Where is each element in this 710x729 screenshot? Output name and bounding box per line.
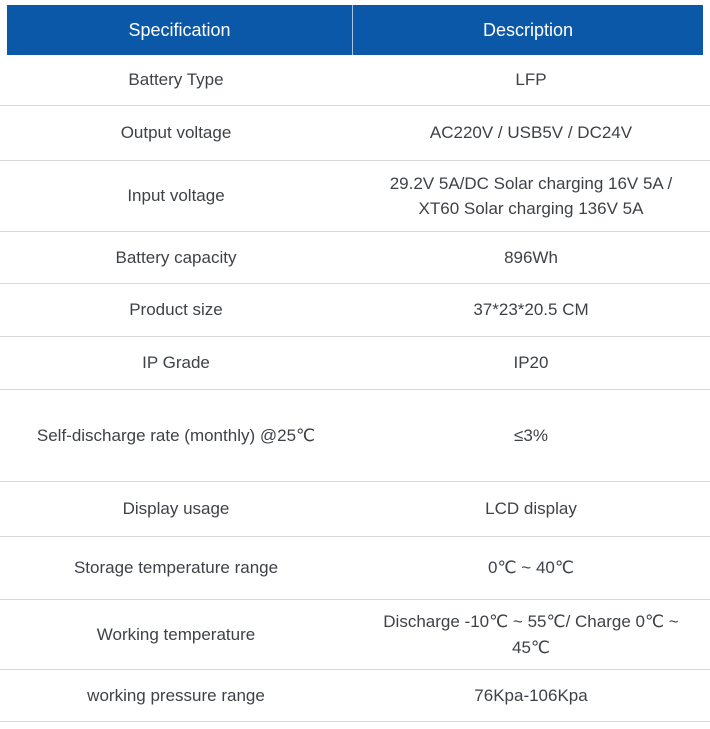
header-specification: Specification [128,19,231,40]
desc-text: Discharge -10℃ ~ 55℃/ Charge 0℃ ~ 45℃ [383,612,679,657]
desc-text: AC220V / USB5V / DC24V [429,123,633,143]
desc-cell: 0℃ ~ 40℃ [352,537,710,599]
desc-cell: 37*23*20.5 CM [352,284,710,336]
desc-text: ≤3% [514,425,548,445]
table-row-display-usage: Display usage LCD display [0,482,710,537]
spec-cell: Battery Type [128,70,224,90]
table-row-product-size: Product size 37*23*20.5 CM [0,284,710,337]
spec-cell: Product size [129,300,223,320]
spec-cell: Working temperature [96,624,256,644]
desc-cell: ≤3% [352,390,710,481]
table-row-storage-temperature: Storage temperature range 0℃ ~ 40℃ [0,537,710,600]
spec-cell: Output voltage [120,123,232,143]
desc-text: LFP [515,70,547,90]
desc-text: 37*23*20.5 CM [473,300,589,320]
table-row-battery-capacity: Battery capacity 896Wh [0,232,710,284]
desc-cell: 76Kpa-106Kpa [352,670,710,721]
desc-cell: 29.2V 5A/DC Solar charging 16V 5A / XT60… [352,161,710,231]
spec-cell: Self-discharge rate (monthly) @25℃ [36,425,316,445]
desc-text: 29.2V 5A/DC Solar charging 16V 5A / XT60… [389,173,673,219]
spec-cell: Display usage [122,499,230,519]
desc-cell: 896Wh [352,232,710,283]
header-description: Description [352,5,703,55]
spec-cell: Storage temperature range [73,558,279,578]
desc-cell: IP20 [352,337,710,389]
table-row-working-pressure: working pressure range 76Kpa-106Kpa [0,670,710,722]
table-row-battery-type: Battery Type LFP [0,55,710,106]
desc-text: 76Kpa-106Kpa [474,685,588,705]
desc-cell: Discharge -10℃ ~ 55℃/ Charge 0℃ ~ 45℃ [352,600,710,669]
table-row-input-voltage: Input voltage 29.2V 5A/DC Solar charging… [0,161,710,232]
table-header-row: Specification Description [7,5,703,55]
spec-cell: Battery capacity [115,247,237,267]
table-row-output-voltage: Output voltage AC220V / USB5V / DC24V [0,106,710,161]
spec-cell: IP Grade [142,353,210,373]
table-row-working-temperature: Working temperature Discharge -10℃ ~ 55℃… [0,600,710,670]
desc-cell: LFP [352,55,710,105]
desc-text: 0℃ ~ 40℃ [488,558,574,578]
desc-text: 896Wh [504,247,558,267]
desc-cell: LCD display [352,482,710,536]
desc-text: LCD display [485,499,577,519]
spec-cell: Input voltage [127,186,225,206]
spec-cell: working pressure range [87,685,265,705]
table-row-ip-grade: IP Grade IP20 [0,337,710,390]
desc-text: IP20 [513,353,549,373]
table-row-self-discharge: Self-discharge rate (monthly) @25℃ ≤3% [0,390,710,482]
desc-cell: AC220V / USB5V / DC24V [352,106,710,160]
